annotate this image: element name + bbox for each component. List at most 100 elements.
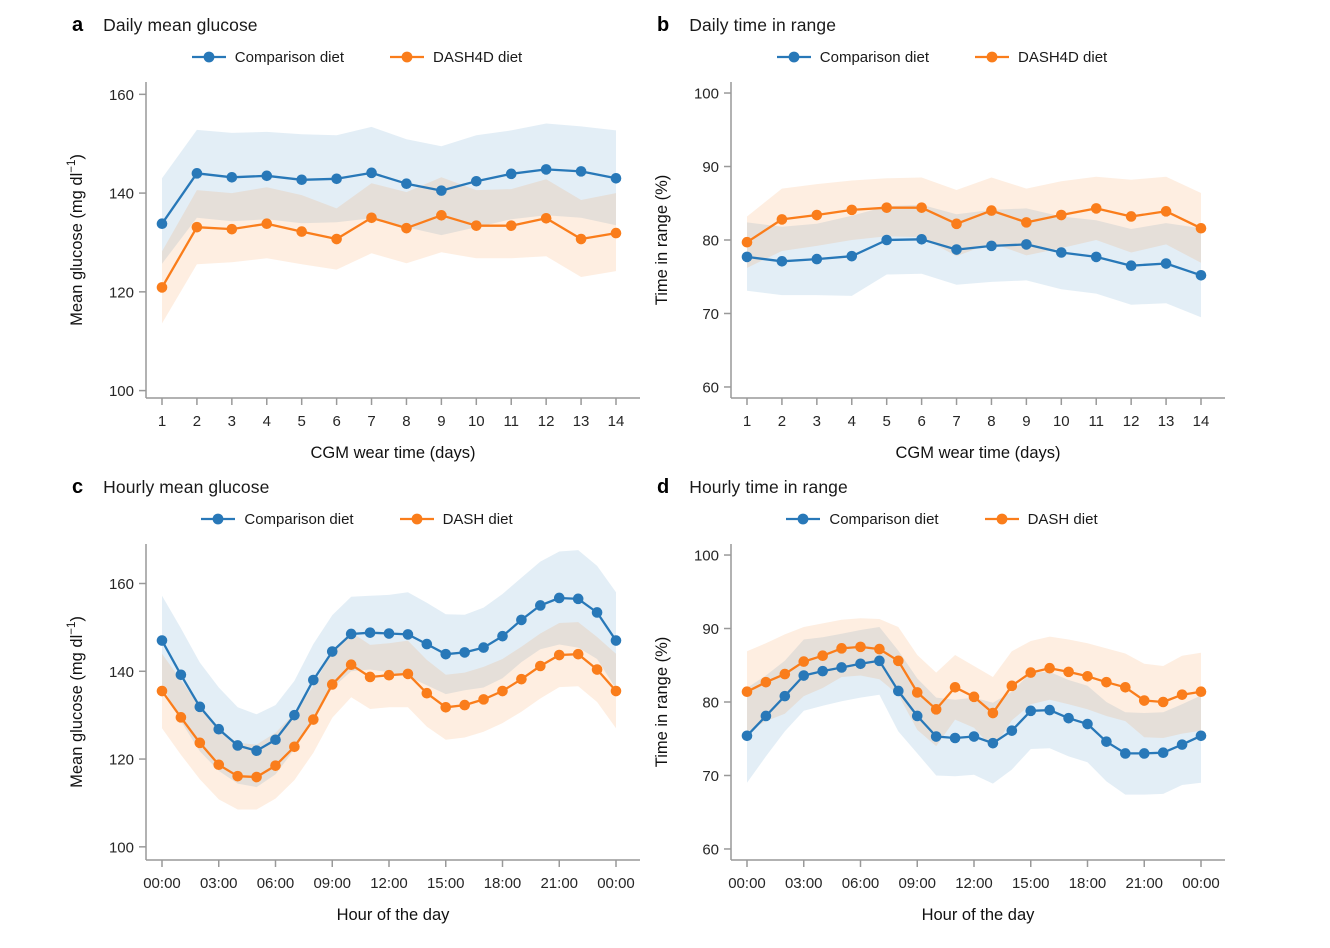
svg-text:70: 70 [702,768,719,785]
panel-letter: d [657,476,670,498]
svg-text:Time in range (%): Time in range (%) [653,175,671,306]
svg-text:CGM wear time (days): CGM wear time (days) [895,444,1060,462]
line-dot-marker-icon [201,513,236,525]
svg-text:60: 60 [702,379,719,396]
svg-text:10: 10 [468,413,485,430]
svg-text:15:00: 15:00 [1012,875,1050,892]
panel-header: b Daily time in range [645,14,1265,42]
svg-text:60: 60 [702,841,719,858]
svg-text:12: 12 [1123,413,1140,430]
svg-text:120: 120 [109,752,134,769]
panel-letter: c [72,476,84,498]
svg-text:Time in range (%): Time in range (%) [653,637,671,768]
panel-hourly-time-in-range: d Hourly time in range Comparison diet D… [645,476,1265,928]
panel-daily-mean-glucose: a Daily mean glucose Comparison diet DAS… [60,14,680,466]
svg-text:15:00: 15:00 [427,875,465,892]
legend: Comparison diet DASH4D diet [110,46,604,68]
legend-label: DASH diet [442,510,513,528]
svg-text:6: 6 [332,413,340,430]
legend-item-dash-diet: DASH diet [399,510,513,528]
chart-hourly-mean-glucose: 100 120 140 160 00:00 03:00 06:00 09:00 12:00 15:… [66,544,640,924]
svg-text:00:00: 00:00 [1182,875,1220,892]
svg-text:90: 90 [702,621,719,638]
svg-text:00:00: 00:00 [597,875,635,892]
svg-text:21:00: 21:00 [540,875,578,892]
svg-text:90: 90 [702,159,719,176]
line-dot-marker-icon [399,513,434,525]
svg-text:10: 10 [1053,413,1070,430]
svg-text:120: 120 [109,284,134,301]
svg-text:13: 13 [1158,413,1175,430]
svg-text:09:00: 09:00 [313,875,351,892]
svg-text:7: 7 [367,413,375,430]
svg-text:21:00: 21:00 [1125,875,1163,892]
svg-text:12:00: 12:00 [955,875,993,892]
svg-text:100: 100 [694,548,719,565]
svg-text:70: 70 [702,306,719,323]
panel-letter: b [657,14,670,36]
svg-text:4: 4 [263,413,271,430]
svg-text:9: 9 [1022,413,1030,430]
panel-title: Hourly time in range [689,477,848,497]
panel-header: a Daily mean glucose [60,14,680,42]
legend-label: DASH4D diet [1018,48,1108,66]
panel-title: Daily time in range [689,15,837,35]
svg-text:80: 80 [702,233,719,250]
svg-text:03:00: 03:00 [200,875,238,892]
svg-text:Hour of the day: Hour of the day [922,906,1036,924]
svg-text:11: 11 [1088,413,1104,430]
svg-text:09:00: 09:00 [898,875,936,892]
svg-text:13: 13 [573,413,590,430]
svg-text:140: 140 [109,664,134,681]
legend-item-comparison-diet: Comparison diet [786,510,939,528]
svg-text:12:00: 12:00 [370,875,408,892]
panel-hourly-mean-glucose: c Hourly mean glucose Comparison diet DA… [60,476,680,928]
line-dot-marker-icon [390,51,424,63]
legend: Comparison diet DASH diet [110,508,604,530]
svg-text:Mean glucose (mg dl−1): Mean glucose (mg dl−1) [66,154,86,326]
legend-item-comparison-diet: Comparison diet [201,510,354,528]
legend-item-comparison-diet: Comparison diet [191,48,344,66]
svg-text:CGM wear time (days): CGM wear time (days) [310,444,475,462]
panel-header: d Hourly time in range [645,476,1265,504]
svg-text:160: 160 [109,87,134,104]
svg-text:18:00: 18:00 [1069,875,1107,892]
svg-text:3: 3 [813,413,821,430]
legend-item-dash4d-diet: DASH4D diet [390,49,522,66]
line-dot-marker-icon [776,51,811,63]
svg-text:80: 80 [702,695,719,712]
svg-text:14: 14 [1193,413,1210,430]
svg-text:14: 14 [608,413,625,430]
panel-daily-time-in-range: b Daily time in range Comparison diet DA… [645,14,1265,466]
svg-text:00:00: 00:00 [728,875,766,892]
svg-text:06:00: 06:00 [842,875,880,892]
svg-text:2: 2 [193,413,201,430]
legend-label: Comparison diet [234,48,344,66]
svg-text:11: 11 [503,413,519,430]
svg-text:12: 12 [538,413,555,430]
legend-item-dash-diet: DASH diet [984,511,1098,528]
svg-text:140: 140 [109,186,134,203]
svg-text:2: 2 [778,413,786,430]
legend: Comparison diet DASH4D diet [695,46,1189,68]
svg-text:1: 1 [743,413,751,430]
svg-text:8: 8 [402,413,410,430]
legend: Comparison diet DASH diet [695,508,1189,530]
svg-text:4: 4 [848,413,856,430]
panel-letter: a [72,14,84,36]
legend-label: Comparison diet [244,510,354,528]
svg-text:00:00: 00:00 [143,875,181,892]
svg-text:5: 5 [883,413,891,430]
legend-label: DASH4D diet [433,48,523,66]
svg-text:160: 160 [109,576,134,593]
panel-title: Daily mean glucose [103,15,258,35]
svg-text:6: 6 [917,413,925,430]
svg-text:03:00: 03:00 [785,875,823,892]
line-dot-marker-icon [786,513,821,525]
svg-text:9: 9 [437,413,445,430]
line-dot-marker-icon [984,513,1019,525]
legend-label: Comparison diet [829,510,939,528]
